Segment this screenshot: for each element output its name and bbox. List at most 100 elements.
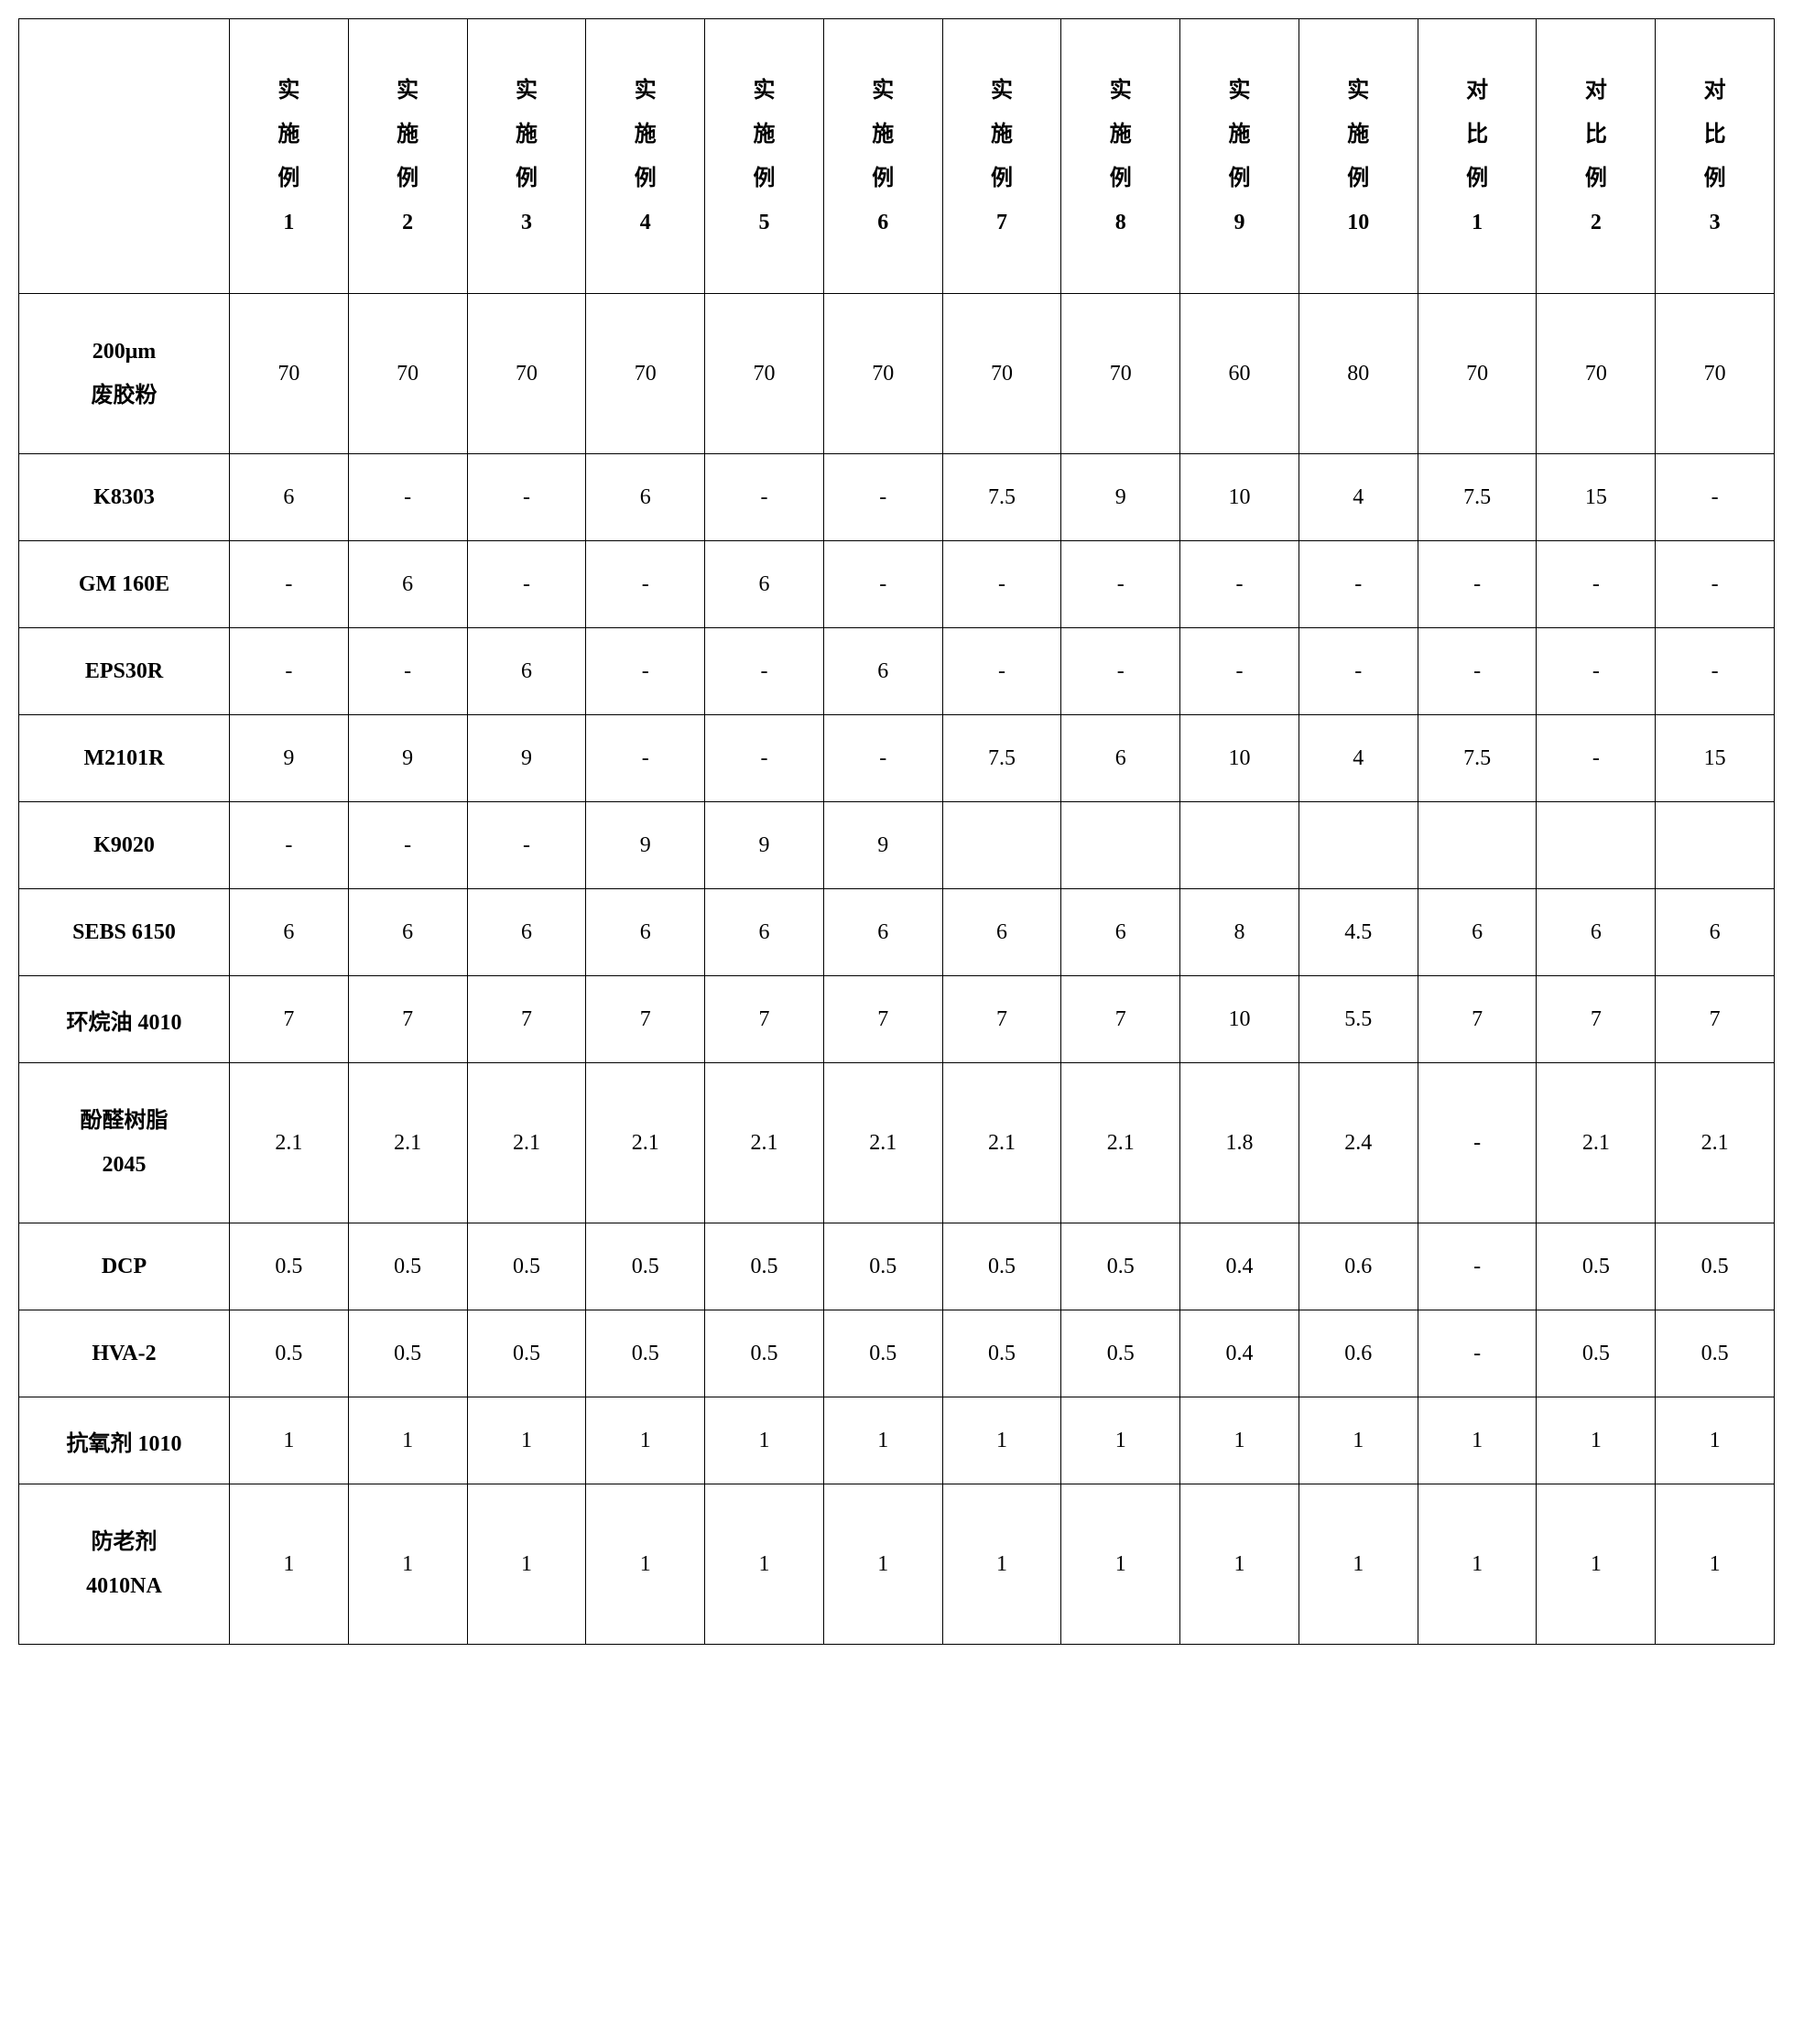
table-cell: 1: [348, 1397, 467, 1484]
table-cell: 9: [1061, 454, 1180, 541]
table-cell: 9: [705, 802, 824, 889]
table-cell: 2.4: [1299, 1063, 1418, 1223]
table-cell: -: [1299, 541, 1418, 628]
table-cell: 70: [467, 294, 586, 454]
table-cell: 0.5: [586, 1310, 705, 1397]
table-cell: 1.8: [1180, 1063, 1299, 1223]
table-cell: [1418, 802, 1537, 889]
table-cell: 10: [1180, 715, 1299, 802]
table-cell: 4: [1299, 715, 1418, 802]
table-cell: 7.5: [942, 715, 1061, 802]
table-cell: 0.5: [1061, 1223, 1180, 1310]
table-cell: 4: [1299, 454, 1418, 541]
table-cell: 70: [348, 294, 467, 454]
table-cell: 6: [1061, 889, 1180, 976]
table-cell: -: [1299, 628, 1418, 715]
table-cell: 6: [348, 541, 467, 628]
table-cell: -: [1656, 628, 1775, 715]
table-cell: 2.1: [230, 1063, 349, 1223]
table-cell: 6: [1061, 715, 1180, 802]
table-cell: 2.1: [1656, 1063, 1775, 1223]
table-cell: 7: [705, 976, 824, 1063]
table-cell: -: [348, 454, 467, 541]
table-cell: 6: [705, 889, 824, 976]
table-cell: 7: [942, 976, 1061, 1063]
table-cell: 0.5: [942, 1223, 1061, 1310]
table-row: GM 160E-6--6--------: [19, 541, 1775, 628]
table-cell: 1: [1180, 1484, 1299, 1645]
table-cell: [1061, 802, 1180, 889]
table-cell: 70: [1418, 294, 1537, 454]
table-cell: 1: [942, 1484, 1061, 1645]
table-cell: 1: [348, 1484, 467, 1645]
table-row: SEBS 61506666666684.5666: [19, 889, 1775, 976]
table-cell: -: [705, 454, 824, 541]
table-cell: 7.5: [1418, 454, 1537, 541]
table-cell: 6: [705, 541, 824, 628]
column-header: 实施例8: [1061, 19, 1180, 294]
table-cell: 2.1: [1537, 1063, 1656, 1223]
table-cell: 6: [348, 889, 467, 976]
table-row: DCP0.50.50.50.50.50.50.50.50.40.6-0.50.5: [19, 1223, 1775, 1310]
table-cell: -: [586, 715, 705, 802]
table-cell: 0.5: [348, 1223, 467, 1310]
table-row: K83036--6--7.591047.515-: [19, 454, 1775, 541]
corner-cell: [19, 19, 230, 294]
table-cell: -: [1656, 541, 1775, 628]
table-cell: 2.1: [942, 1063, 1061, 1223]
table-cell: 0.5: [1537, 1223, 1656, 1310]
table-cell: -: [1418, 541, 1537, 628]
table-cell: 2.1: [1061, 1063, 1180, 1223]
row-label: K8303: [19, 454, 230, 541]
table-cell: 0.5: [823, 1223, 942, 1310]
table-cell: 7: [586, 976, 705, 1063]
table-cell: [1537, 802, 1656, 889]
table-cell: -: [586, 541, 705, 628]
table-cell: 1: [1537, 1484, 1656, 1645]
table-cell: 70: [1061, 294, 1180, 454]
table-cell: 70: [1656, 294, 1775, 454]
table-cell: 2.1: [823, 1063, 942, 1223]
column-header: 对比例3: [1656, 19, 1775, 294]
table-cell: 1: [586, 1484, 705, 1645]
table-cell: 2.1: [705, 1063, 824, 1223]
table-cell: 4.5: [1299, 889, 1418, 976]
table-row: 防老剂4010NA1111111111111: [19, 1484, 1775, 1645]
table-cell: 0.6: [1299, 1223, 1418, 1310]
table-cell: -: [1061, 628, 1180, 715]
column-header: 实施例10: [1299, 19, 1418, 294]
table-cell: 70: [823, 294, 942, 454]
table-cell: -: [230, 541, 349, 628]
column-header: 实施例6: [823, 19, 942, 294]
table-cell: 1: [467, 1397, 586, 1484]
table-cell: 7: [1061, 976, 1180, 1063]
table-row: 抗氧剂 10101111111111111: [19, 1397, 1775, 1484]
table-cell: [1180, 802, 1299, 889]
table-cell: -: [467, 541, 586, 628]
column-header: 实施例3: [467, 19, 586, 294]
table-cell: 70: [230, 294, 349, 454]
table-cell: 7.5: [942, 454, 1061, 541]
table-row: 酚醛树脂20452.12.12.12.12.12.12.12.11.82.4-2…: [19, 1063, 1775, 1223]
table-cell: 0.5: [467, 1223, 586, 1310]
row-label: 200μm废胶粉: [19, 294, 230, 454]
column-header: 实施例2: [348, 19, 467, 294]
table-cell: 8: [1180, 889, 1299, 976]
row-label: SEBS 6150: [19, 889, 230, 976]
table-cell: 7: [230, 976, 349, 1063]
table-cell: 6: [1418, 889, 1537, 976]
column-header: 实施例4: [586, 19, 705, 294]
table-cell: -: [705, 715, 824, 802]
table-cell: 0.5: [1656, 1223, 1775, 1310]
table-cell: 1: [1061, 1397, 1180, 1484]
table-cell: 0.5: [586, 1223, 705, 1310]
table-cell: 1: [586, 1397, 705, 1484]
table-cell: 9: [348, 715, 467, 802]
table-cell: 1: [467, 1484, 586, 1645]
table-cell: 70: [586, 294, 705, 454]
table-cell: 1: [1656, 1397, 1775, 1484]
table-cell: 9: [467, 715, 586, 802]
table-cell: 0.5: [230, 1310, 349, 1397]
table-cell: 0.5: [1061, 1310, 1180, 1397]
table-cell: 6: [823, 889, 942, 976]
